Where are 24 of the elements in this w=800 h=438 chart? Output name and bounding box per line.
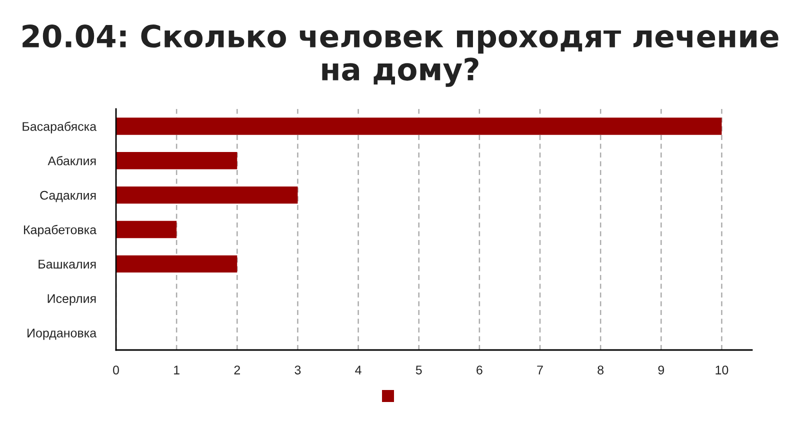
x-tick-label: 8: [598, 366, 604, 374]
x-tick-label: 3: [294, 366, 301, 374]
x-tick-label: 4: [355, 366, 362, 374]
y-tick-label: Карабетовка: [24, 224, 97, 237]
x-tick-label: 2: [234, 366, 240, 374]
bar: [116, 255, 238, 273]
x-tick-label: 7: [537, 366, 543, 374]
bar: [116, 152, 238, 170]
y-tick-label: Башкалия: [38, 260, 96, 269]
x-tick-label: 6: [476, 366, 482, 374]
chart-title: 20.04: Сколько человек проходят лечение на дому?: [22, 24, 778, 87]
x-tick-label: 0: [113, 366, 119, 374]
y-tick-label: Садаклия: [40, 190, 96, 202]
y-tick-label: Исерлия: [48, 294, 96, 306]
y-tick-label: Абаклия: [48, 156, 96, 166]
bar: [116, 220, 177, 238]
x-tick-label: 9: [658, 366, 664, 374]
bar: [116, 118, 722, 135]
x-tick-label: 5: [416, 366, 422, 374]
y-tick-label: Басарабяска: [22, 122, 97, 134]
x-tick-label: 10: [716, 366, 728, 374]
x-tick-label: 1: [174, 366, 180, 374]
bar: [116, 186, 298, 204]
y-tick-label: Иордановка: [28, 328, 97, 340]
